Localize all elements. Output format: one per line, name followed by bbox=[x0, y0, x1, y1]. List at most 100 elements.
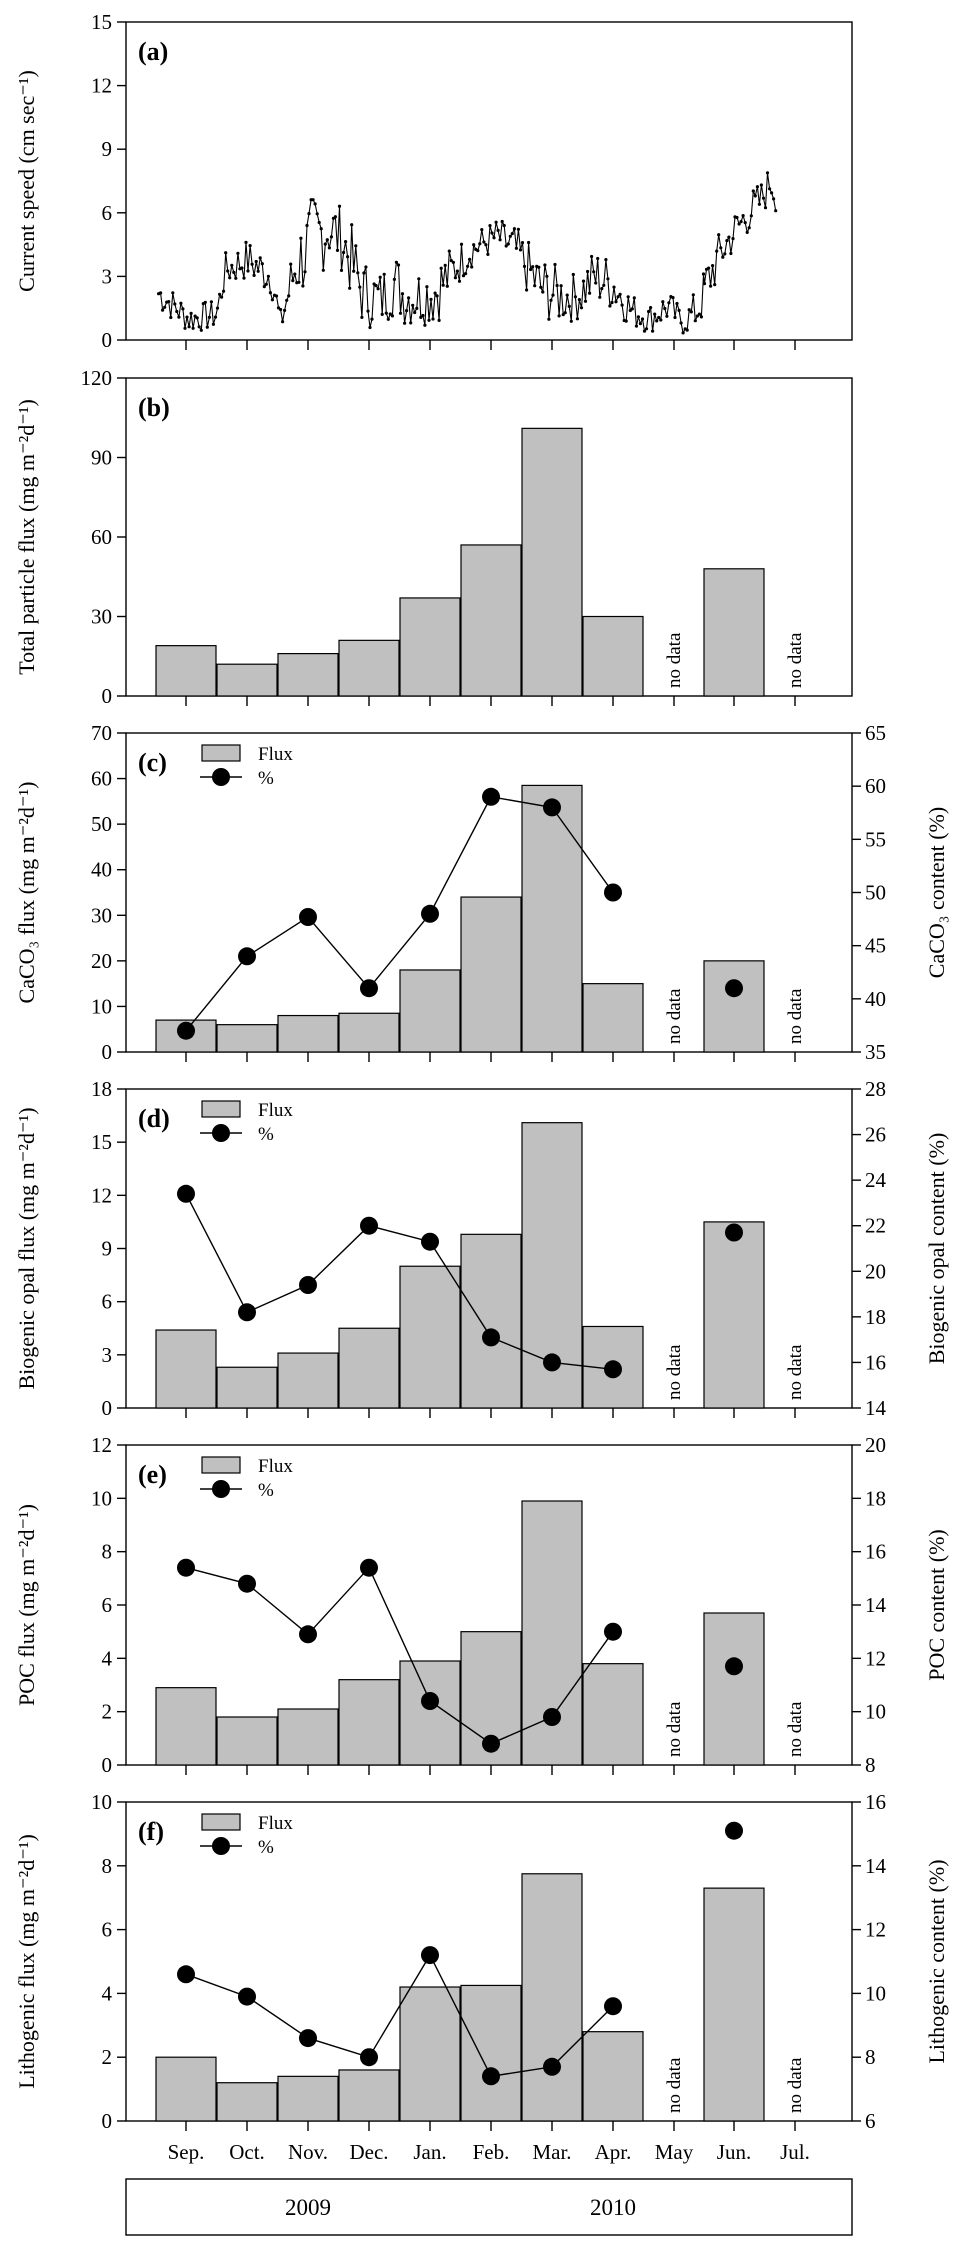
current-speed-point bbox=[207, 315, 211, 319]
current-speed-point bbox=[729, 251, 733, 256]
percent-point-jan bbox=[421, 1232, 439, 1251]
bar-apr bbox=[582, 1663, 644, 1766]
current-speed-point bbox=[602, 283, 606, 287]
y2-tick-label: 26 bbox=[865, 1123, 886, 1147]
y-tick-label: 60 bbox=[91, 767, 112, 791]
panel-b: 0 30 60 90 120 Total particle flux (mg m⁻²d⁻¹… bbox=[14, 366, 853, 708]
current-speed-point bbox=[400, 292, 405, 296]
current-speed-point bbox=[305, 223, 309, 228]
bar-dec bbox=[338, 639, 400, 697]
current-speed-point bbox=[386, 317, 390, 321]
current-speed-point bbox=[555, 283, 559, 288]
month-label-jun: Jun. bbox=[717, 2140, 751, 2164]
current-speed-point bbox=[342, 250, 346, 255]
bar-oct bbox=[216, 663, 278, 697]
no-data-label: no data bbox=[664, 1344, 685, 1400]
y-tick-label: 6 bbox=[102, 1918, 113, 1942]
bar-jan bbox=[399, 597, 461, 697]
legend-percent-marker bbox=[212, 1124, 230, 1142]
y-tick-label: 30 bbox=[91, 903, 112, 927]
current-speed-point bbox=[437, 318, 441, 322]
current-speed-point bbox=[464, 272, 468, 276]
y-tick-label: 70 bbox=[91, 721, 112, 745]
y-axis-label: CaCO₃ flux (mg m⁻²d⁻¹) bbox=[14, 782, 39, 1004]
bar-feb bbox=[460, 1984, 522, 2122]
y-tick-label: 50 bbox=[91, 812, 112, 836]
current-speed-point bbox=[339, 268, 344, 272]
current-speed-point bbox=[362, 271, 366, 275]
current-speed-point bbox=[600, 287, 604, 291]
current-speed-point bbox=[325, 238, 329, 242]
current-speed-point bbox=[731, 237, 735, 241]
current-speed-point bbox=[681, 331, 685, 335]
y-tick-label: 2 bbox=[102, 2045, 113, 2069]
current-speed-point bbox=[199, 328, 203, 332]
current-speed-point bbox=[671, 296, 675, 300]
current-speed-point bbox=[661, 300, 665, 304]
current-speed-point bbox=[608, 304, 612, 308]
current-speed-point bbox=[482, 240, 486, 244]
panel-label: (c) bbox=[138, 748, 167, 777]
current-speed-point bbox=[384, 311, 388, 315]
current-speed-point bbox=[488, 224, 492, 228]
current-speed-point bbox=[177, 315, 181, 319]
current-speed-point bbox=[335, 248, 340, 252]
bar-sep bbox=[155, 1329, 217, 1409]
current-speed-point bbox=[626, 295, 630, 299]
current-speed-point bbox=[350, 223, 354, 227]
current-speed-point bbox=[329, 235, 333, 239]
y-tick-label: 60 bbox=[91, 525, 112, 549]
percent-point-sep bbox=[177, 1184, 195, 1203]
current-speed-point bbox=[673, 315, 677, 320]
y-tick-label: 9 bbox=[102, 137, 113, 161]
current-speed-point bbox=[500, 219, 504, 224]
month-label-oct: Oct. bbox=[229, 2140, 265, 2164]
current-speed-point bbox=[693, 319, 697, 323]
current-speed-point bbox=[577, 298, 582, 302]
percent-point-nov bbox=[299, 908, 317, 926]
current-speed-point bbox=[498, 238, 502, 242]
percent-point-dec bbox=[360, 2048, 378, 2067]
current-speed-point bbox=[492, 236, 496, 240]
current-speed-point bbox=[390, 314, 394, 318]
y-tick-label: 15 bbox=[91, 10, 112, 34]
bar-jan bbox=[399, 1660, 461, 1766]
year-label-2009: 2009 bbox=[285, 2195, 331, 2220]
panel-label: (f) bbox=[138, 1817, 164, 1846]
percent-line bbox=[185, 796, 614, 1032]
current-speed-point bbox=[222, 289, 226, 293]
current-speed-point bbox=[632, 296, 636, 300]
current-speed-point bbox=[761, 196, 766, 200]
y2-tick-label: 60 bbox=[865, 774, 886, 798]
current-speed-point bbox=[719, 246, 723, 250]
bar-nov bbox=[277, 1014, 339, 1053]
percent-point-nov bbox=[299, 1625, 317, 1644]
current-speed-point bbox=[772, 197, 776, 201]
current-speed-point bbox=[510, 232, 514, 236]
current-speed-point bbox=[551, 293, 555, 297]
y2-tick-label: 18 bbox=[865, 1486, 886, 1510]
current-speed-point bbox=[264, 282, 268, 286]
current-speed-point bbox=[553, 262, 557, 267]
current-speed-point bbox=[751, 189, 755, 193]
panel-a: 0 3 6 9 12 15 Current speed (cm sec⁻¹) (a) bbox=[14, 10, 853, 352]
legend-flux-swatch bbox=[201, 1456, 241, 1474]
current-speed-point bbox=[557, 314, 561, 318]
bar-jun bbox=[703, 1612, 765, 1766]
current-speed-point bbox=[232, 270, 236, 274]
percent-point-jun bbox=[725, 979, 743, 998]
panel-label: (e) bbox=[138, 1460, 167, 1489]
current-speed-point bbox=[571, 272, 575, 277]
current-speed-point bbox=[699, 315, 704, 319]
current-speed-point bbox=[610, 300, 614, 305]
current-speed-point bbox=[743, 221, 747, 225]
current-speed-point bbox=[543, 263, 547, 267]
current-speed-point bbox=[457, 279, 462, 283]
legend-percent-label: % bbox=[258, 1124, 274, 1145]
current-speed-point bbox=[270, 298, 274, 302]
current-speed-point bbox=[374, 284, 378, 288]
month-label-feb: Feb. bbox=[473, 2140, 510, 2164]
current-speed-point bbox=[739, 220, 743, 224]
current-speed-point bbox=[675, 301, 679, 306]
